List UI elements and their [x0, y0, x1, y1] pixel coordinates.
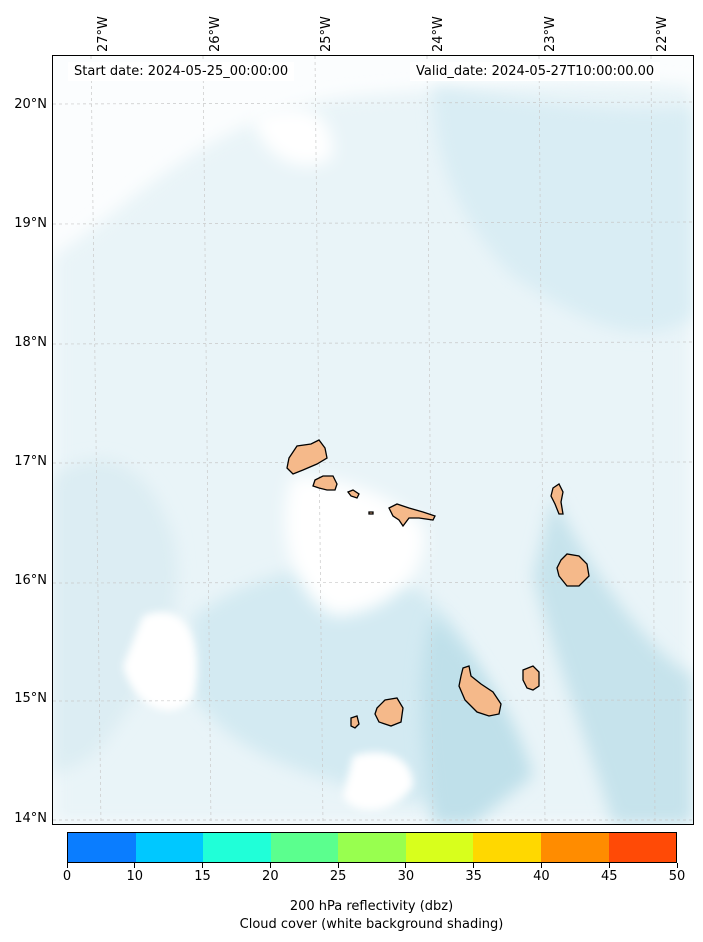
colorbar-tick-label: 45 — [600, 869, 618, 884]
colorbar-segment-15-20 — [203, 833, 271, 862]
graticule — [53, 56, 693, 824]
colorbar-tick — [66, 863, 68, 868]
island-santa-luzia — [346, 489, 360, 499]
colorbar-tick-label: 15 — [194, 869, 211, 884]
colorbar-sublabel: Cloud cover (white background shading) — [239, 917, 504, 932]
colorbar-tick — [676, 863, 678, 868]
colorbar-tick — [202, 863, 204, 868]
colorbar-tick-label: 30 — [397, 869, 415, 884]
colorbar-tick — [473, 863, 475, 868]
island-raso — [368, 511, 374, 515]
island-fogo — [374, 697, 404, 727]
islands — [286, 439, 590, 729]
colorbar-tick — [134, 863, 136, 868]
lon-label-22w: 22°W — [655, 16, 670, 52]
map-canvas — [53, 56, 693, 824]
island-boa-vista — [556, 553, 590, 587]
lat-label-19n: 19°N — [14, 216, 47, 231]
colorbar — [67, 832, 677, 863]
colorbar-tick — [405, 863, 407, 868]
island-sao-nicolau — [388, 503, 436, 528]
colorbar-segment-10-15 — [135, 833, 204, 862]
cloud-cover-shading — [53, 81, 693, 824]
colorbar-segment-40-45 — [540, 833, 609, 862]
colorbar-segment-25-30 — [338, 833, 406, 862]
lon-label-25w: 25°W — [319, 16, 334, 52]
colorbar-tick — [540, 863, 542, 868]
colorbar-tick — [269, 863, 271, 868]
island-santo-antao — [286, 439, 328, 475]
start-date-label: Start date: 2024-05-25_00:00:00 — [68, 62, 295, 81]
colorbar-tick-label: 35 — [465, 869, 482, 884]
island-sao-vicente — [312, 475, 338, 491]
colorbar-tick-label: 40 — [533, 869, 550, 884]
colorbar-segment-35-40 — [473, 833, 541, 862]
colorbar-tick-label: 25 — [329, 869, 347, 884]
lat-label-16n: 16°N — [14, 573, 47, 588]
colorbar-tick — [337, 863, 339, 868]
colorbar-tick-label: 20 — [262, 869, 279, 884]
lon-label-26w: 26°W — [208, 16, 223, 52]
lat-label-18n: 18°N — [14, 335, 47, 350]
colorbar-tick — [608, 863, 610, 868]
map-panel — [52, 55, 694, 825]
colorbar-segment-30-35 — [405, 833, 474, 862]
island-sal — [550, 483, 564, 515]
lat-label-15n: 15°N — [14, 691, 47, 706]
island-brava — [350, 715, 360, 729]
lon-label-24w: 24°W — [431, 16, 446, 52]
island-santiago — [458, 665, 502, 717]
colorbar-segment-45-50 — [608, 833, 677, 862]
colorbar-segment-20-25 — [270, 833, 339, 862]
colorbar-label: 200 hPa reflectivity (dbz) — [289, 899, 454, 914]
colorbar-tick-label: 0 — [62, 869, 72, 884]
colorbar-tick-label: 50 — [668, 869, 686, 884]
colorbar-segment-0-10 — [68, 833, 136, 862]
lon-label-27w: 27°W — [96, 16, 111, 52]
lon-label-23w: 23°W — [543, 16, 558, 52]
colorbar-tick-label: 10 — [126, 869, 144, 884]
lat-label-14n: 14°N — [14, 811, 47, 826]
lat-label-17n: 17°N — [14, 454, 47, 469]
lat-label-20n: 20°N — [14, 97, 47, 112]
island-maio — [522, 665, 540, 691]
valid-date-label: Valid_date: 2024-05-27T10:00:00.00 — [410, 62, 661, 81]
